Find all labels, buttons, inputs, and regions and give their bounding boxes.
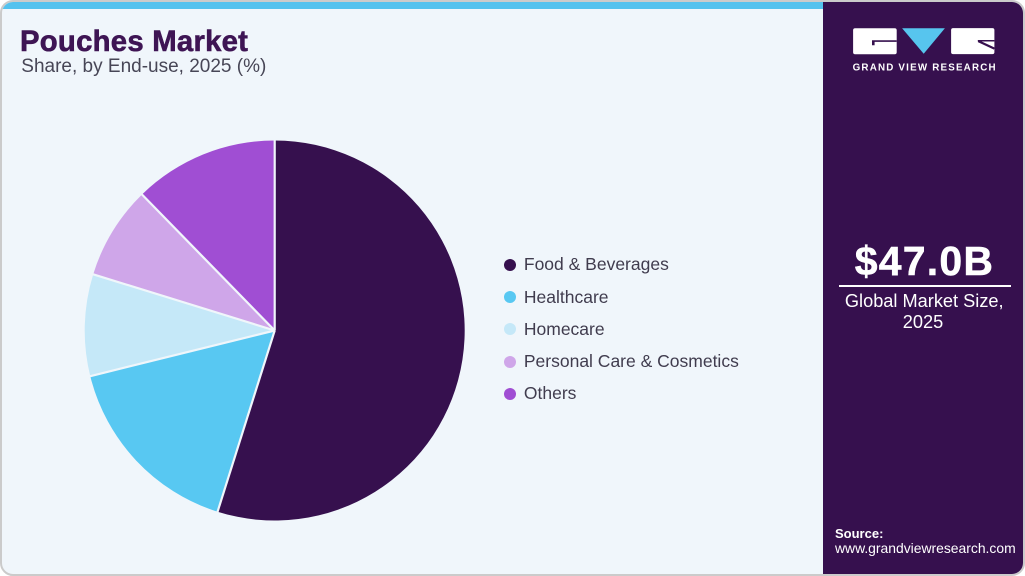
svg-text:GRAND VIEW RESEARCH: GRAND VIEW RESEARCH <box>853 62 997 73</box>
